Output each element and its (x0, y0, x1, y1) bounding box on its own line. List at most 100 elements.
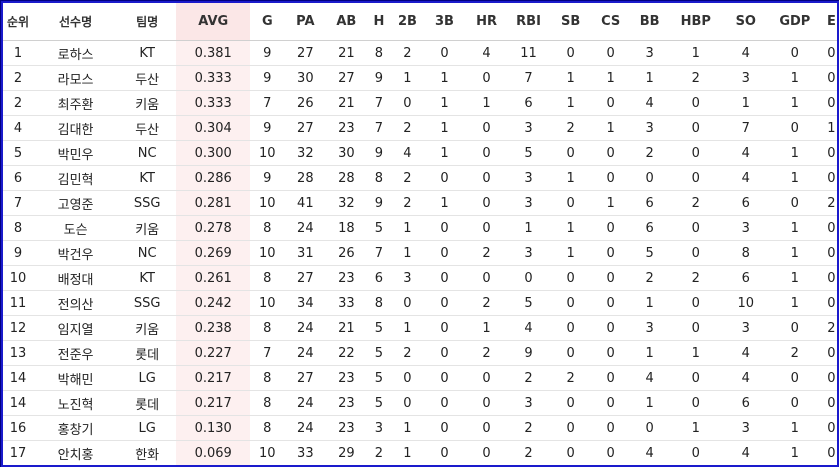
cell-avg: 0.333 (176, 90, 251, 116)
cell-hbp: 0 (669, 290, 722, 316)
table-row: 4 김대한 두산 0.304 9 27 23 7 2 1 0 3 2 1 3 0 7 0 1 (3, 115, 837, 141)
cell-선수명[interactable]: 홍창기 (33, 415, 119, 441)
cell-so: 7 (721, 115, 770, 141)
column-header-pa[interactable]: PA (284, 3, 327, 41)
cell-선수명[interactable]: 박건우 (33, 240, 119, 266)
cell-hr: 2 (465, 290, 508, 316)
cell-avg: 0.227 (176, 340, 251, 366)
cell-so: 8 (721, 240, 770, 266)
column-header-h[interactable]: H (366, 3, 392, 41)
column-header-so[interactable]: SO (721, 3, 770, 41)
column-header-3b[interactable]: 3B (423, 3, 466, 41)
cell-순위: 2 (3, 65, 34, 91)
cell-h: 6 (366, 265, 392, 291)
cell-2b: 2 (391, 165, 424, 191)
cell-so: 4 (721, 140, 770, 166)
cell-e: 0 (819, 440, 837, 465)
cell-rbi: 3 (507, 115, 550, 141)
cell-e: 0 (819, 140, 837, 166)
cell-bb: 6 (629, 190, 670, 216)
cell-so: 6 (721, 390, 770, 416)
cell-hbp: 0 (669, 215, 722, 241)
cell-선수명[interactable]: 노진혁 (33, 390, 119, 416)
cell-e: 0 (819, 390, 837, 416)
table-row: 6 김민혁 KT 0.286 9 28 28 8 2 0 0 3 1 0 0 0 4 1 0 (3, 165, 837, 191)
cell-e: 0 (819, 165, 837, 191)
cell-3b: 1 (423, 140, 466, 166)
cell-팀명: NC (118, 240, 177, 266)
cell-팀명: LG (118, 365, 177, 391)
column-header-avg[interactable]: AVG (176, 3, 251, 41)
cell-bb: 3 (629, 115, 670, 141)
table-row: 8 도슨 키움 0.278 8 24 18 5 1 0 0 1 1 0 6 0 3 1 0 (3, 215, 837, 241)
cell-2b: 0 (391, 390, 424, 416)
column-header-hbp[interactable]: HBP (669, 3, 722, 41)
cell-선수명[interactable]: 김민혁 (33, 165, 119, 191)
cell-3b: 1 (423, 115, 466, 141)
cell-ab: 32 (326, 190, 367, 216)
cell-선수명[interactable]: 로하스 (33, 40, 119, 66)
table-row: 11 전의산 SSG 0.242 10 34 33 8 0 0 2 5 0 0 1 0 10 1 0 (3, 290, 837, 316)
cell-선수명[interactable]: 김대한 (33, 115, 119, 141)
cell-e: 0 (819, 215, 837, 241)
cell-bb: 1 (629, 290, 670, 316)
cell-rbi: 6 (507, 90, 550, 116)
table-row: 1 로하스 KT 0.381 9 27 21 8 2 0 4 11 0 0 3 1 4 0 0 (3, 40, 837, 66)
cell-선수명[interactable]: 라모스 (33, 65, 119, 91)
cell-e: 0 (819, 365, 837, 391)
column-header-bb[interactable]: BB (629, 3, 670, 41)
cell-선수명[interactable]: 전의산 (33, 290, 119, 316)
cell-gdp: 1 (769, 240, 820, 266)
cell-순위: 16 (3, 415, 34, 441)
cell-ab: 21 (326, 40, 367, 66)
column-header-rbi[interactable]: RBI (507, 3, 550, 41)
cell-sb: 0 (549, 440, 592, 465)
cell-선수명[interactable]: 도슨 (33, 215, 119, 241)
cell-g: 8 (250, 415, 285, 441)
cell-선수명[interactable]: 안치홍 (33, 440, 119, 465)
cell-3b: 1 (423, 65, 466, 91)
cell-선수명[interactable]: 배정대 (33, 265, 119, 291)
cell-선수명[interactable]: 고영준 (33, 190, 119, 216)
column-header-ab[interactable]: AB (326, 3, 367, 41)
cell-gdp: 1 (769, 90, 820, 116)
cell-선수명[interactable]: 임지열 (33, 315, 119, 341)
header-row: 순위 선수명 팀명 AVG G PA AB H 2B 3B HR RBI SB CS BB HBP SO GDP E (3, 3, 837, 41)
cell-hr: 2 (465, 340, 508, 366)
cell-pa: 27 (284, 265, 327, 291)
cell-g: 9 (250, 40, 285, 66)
cell-선수명[interactable]: 최주환 (33, 90, 119, 116)
cell-cs: 0 (591, 315, 630, 341)
cell-sb: 0 (549, 415, 592, 441)
column-header-cs[interactable]: CS (591, 3, 630, 41)
cell-선수명[interactable]: 전준우 (33, 340, 119, 366)
cell-hr: 4 (465, 40, 508, 66)
cell-sb: 0 (549, 265, 592, 291)
table-row: 2 최주환 키움 0.333 7 26 21 7 0 1 1 6 1 0 4 0 1 1 0 (3, 90, 837, 116)
column-header-선수명[interactable]: 선수명 (33, 3, 119, 41)
cell-e: 0 (819, 40, 837, 66)
cell-팀명: 두산 (118, 65, 177, 91)
cell-rbi: 0 (507, 265, 550, 291)
cell-2b: 0 (391, 365, 424, 391)
cell-3b: 0 (423, 440, 466, 465)
cell-so: 4 (721, 365, 770, 391)
table-body: 1 로하스 KT 0.381 9 27 21 8 2 0 4 11 0 0 3 1 4 0 0 2 라모스 두산 0.333… (3, 40, 837, 465)
cell-3b: 0 (423, 365, 466, 391)
column-header-g[interactable]: G (250, 3, 285, 41)
column-header-hr[interactable]: HR (465, 3, 508, 41)
cell-선수명[interactable]: 박민우 (33, 140, 119, 166)
cell-so: 6 (721, 265, 770, 291)
column-header-e[interactable]: E (819, 3, 837, 41)
cell-avg: 0.242 (176, 290, 251, 316)
cell-gdp: 1 (769, 290, 820, 316)
cell-hr: 0 (465, 390, 508, 416)
cell-sb: 0 (549, 190, 592, 216)
cell-선수명[interactable]: 박해민 (33, 365, 119, 391)
column-header-sb[interactable]: SB (549, 3, 592, 41)
column-header-gdp[interactable]: GDP (769, 3, 820, 41)
column-header-2b[interactable]: 2B (391, 3, 424, 41)
column-header-팀명[interactable]: 팀명 (118, 3, 177, 41)
column-header-순위[interactable]: 순위 (3, 3, 34, 41)
